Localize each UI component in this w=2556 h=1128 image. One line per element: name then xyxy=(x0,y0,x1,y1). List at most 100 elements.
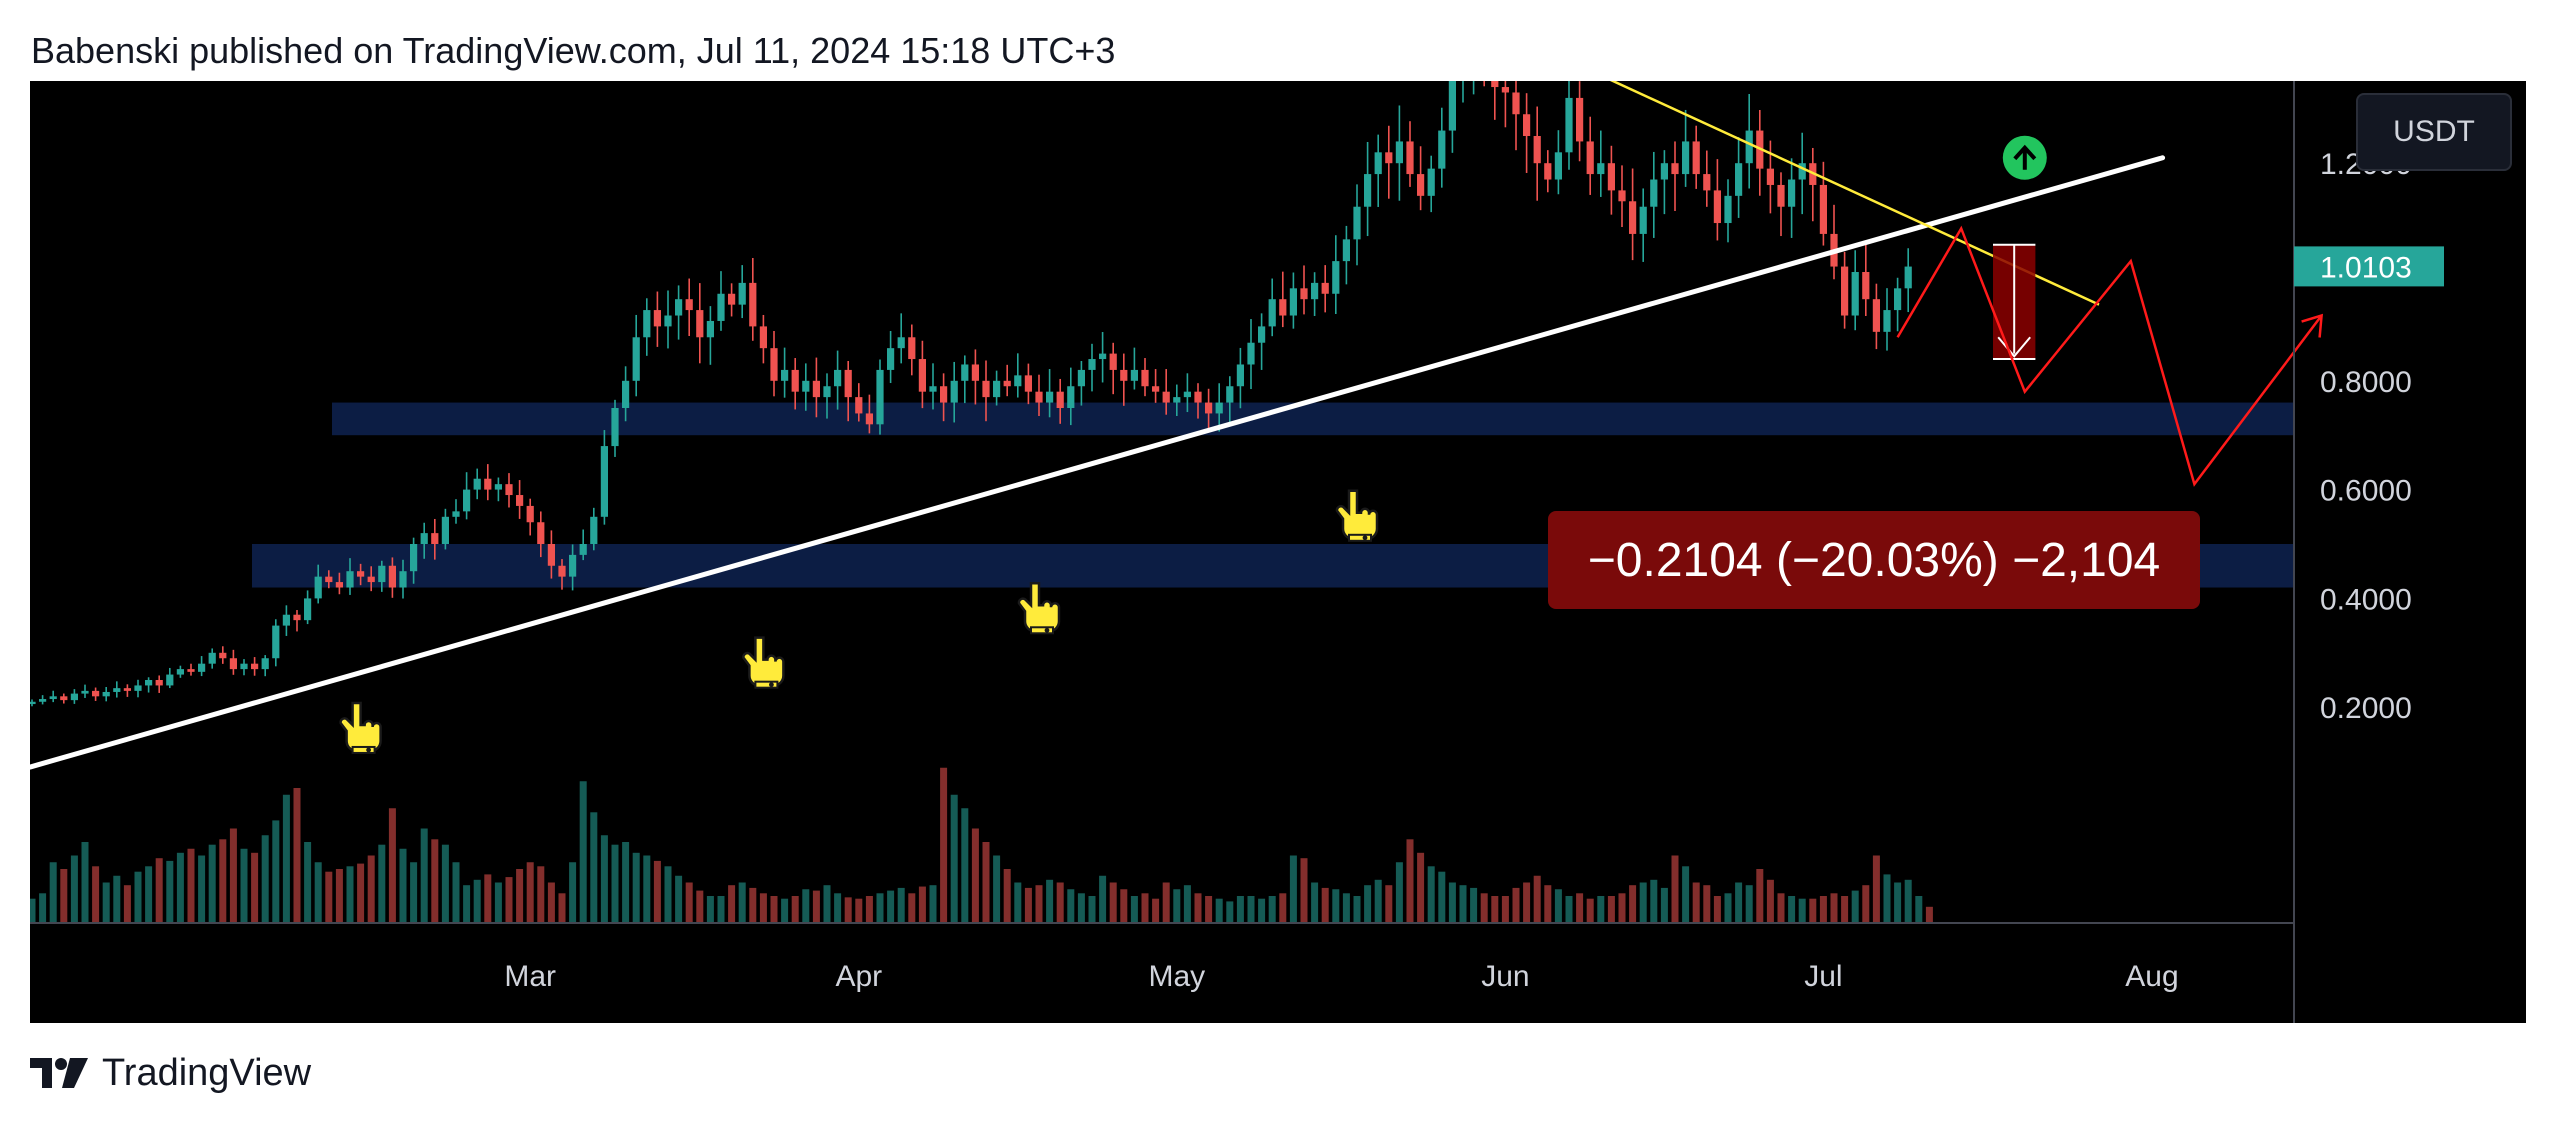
volume-bar xyxy=(494,882,502,923)
volume-bar xyxy=(1173,889,1181,923)
volume-bar xyxy=(1395,862,1403,923)
volume-bar xyxy=(855,898,863,923)
volume-bar xyxy=(1258,898,1266,923)
candle-body xyxy=(622,380,630,408)
volume-bar xyxy=(155,858,163,923)
projected-path-arrowhead xyxy=(2301,313,2324,338)
candle-body xyxy=(1448,81,1456,131)
tradingview-brand: TradingView xyxy=(102,1051,312,1094)
arrow-up-glyph xyxy=(2013,144,2037,161)
candle-body xyxy=(367,576,375,583)
volume-bar xyxy=(484,874,492,923)
candle-body xyxy=(1851,272,1859,316)
volume-bar xyxy=(261,835,269,923)
volume-bar xyxy=(304,842,312,923)
measure-label-box xyxy=(1548,511,2200,609)
candle-body xyxy=(1077,369,1085,387)
volume-bar xyxy=(505,877,513,923)
support-zone-upper[interactable] xyxy=(332,402,2294,436)
candle-body xyxy=(102,691,110,697)
candle-body xyxy=(950,380,958,403)
candle-body xyxy=(123,688,131,691)
candle-body xyxy=(770,348,778,381)
candle-body xyxy=(198,663,206,672)
y-tick-label: 0.4000 xyxy=(2320,583,2412,616)
axis-corner xyxy=(2295,924,2526,1023)
candle-body xyxy=(113,688,121,692)
volume-bar xyxy=(547,882,555,923)
volume-bar xyxy=(473,879,481,923)
volume-bar xyxy=(971,828,979,923)
volume-bar xyxy=(1756,869,1764,923)
candle-body xyxy=(696,310,704,338)
candle-body xyxy=(463,489,471,512)
volume-bar xyxy=(81,842,89,923)
volume-bar xyxy=(600,835,608,923)
candle-body xyxy=(802,380,810,392)
rising-trendline[interactable] xyxy=(30,155,2166,770)
volume-bar xyxy=(399,848,407,923)
volume-bar xyxy=(1862,885,1870,923)
candle-body xyxy=(420,533,428,544)
candle-body xyxy=(1364,174,1372,207)
volume-bar xyxy=(526,862,534,923)
candle-body xyxy=(441,516,449,544)
candle-body xyxy=(611,408,619,447)
candle-body xyxy=(325,576,333,583)
volume-bar xyxy=(1438,871,1446,923)
candle-body xyxy=(1904,266,1912,289)
candle-body xyxy=(1872,299,1880,332)
volume-bar xyxy=(1724,893,1732,923)
volume-bar xyxy=(113,875,121,923)
volume-bar xyxy=(1512,887,1520,923)
candle-body xyxy=(357,571,365,577)
hand-pointing-down-icon xyxy=(1335,489,1379,542)
candle-body xyxy=(1056,391,1064,408)
candle-body xyxy=(865,413,873,425)
candle-body xyxy=(1395,141,1403,164)
candle-body xyxy=(1035,391,1043,403)
candle-body xyxy=(1417,174,1425,196)
volume-bar xyxy=(1046,879,1054,923)
candle-body xyxy=(1152,386,1160,392)
volume-bar xyxy=(1660,887,1668,923)
candle-body xyxy=(1650,179,1658,207)
candle-body xyxy=(1141,369,1149,387)
volume-bar xyxy=(1014,882,1022,923)
candle-body xyxy=(1067,386,1075,408)
volume-bar xyxy=(1215,898,1223,923)
volume-bar xyxy=(770,896,778,923)
candle-body xyxy=(1660,163,1668,180)
candle-body xyxy=(1130,369,1138,381)
volume-bar xyxy=(123,885,131,923)
volume-bar xyxy=(918,886,926,923)
chart-canvas[interactable]: −0.2104 (−20.03%) −2,104 0.2000 0.4000 0.60… xyxy=(30,81,2526,1023)
volume-bar xyxy=(378,844,386,923)
volume-bar xyxy=(1470,887,1478,923)
candle-body xyxy=(1533,136,1541,164)
volume-bar xyxy=(717,896,725,923)
currency-button[interactable]: USDT xyxy=(2356,93,2512,171)
candle-body xyxy=(791,369,799,392)
candle-body xyxy=(1607,163,1615,191)
candle-body xyxy=(1745,130,1753,164)
volume-bar xyxy=(1067,889,1075,923)
projected-path[interactable] xyxy=(1896,225,2323,487)
candle-body xyxy=(1427,168,1435,196)
volume-bar xyxy=(1872,855,1880,923)
candle-body xyxy=(494,484,502,490)
volume-bar xyxy=(1713,896,1721,923)
volume-bar xyxy=(1024,887,1032,923)
volume-bar xyxy=(1056,882,1064,923)
price-chart[interactable]: −0.2104 (−20.03%) −2,104 0.2000 0.4000 0.60… xyxy=(30,81,2526,1023)
volume-bar xyxy=(1289,855,1297,923)
candle-body xyxy=(569,554,577,577)
candle-body xyxy=(685,299,693,311)
candle-body xyxy=(717,293,725,321)
candle-body xyxy=(664,315,672,327)
volume-bar xyxy=(993,855,1001,923)
volume-bar xyxy=(1682,866,1690,923)
volume-bar xyxy=(1798,898,1806,923)
volume-bar xyxy=(1607,896,1615,923)
volume-bar xyxy=(198,855,206,923)
